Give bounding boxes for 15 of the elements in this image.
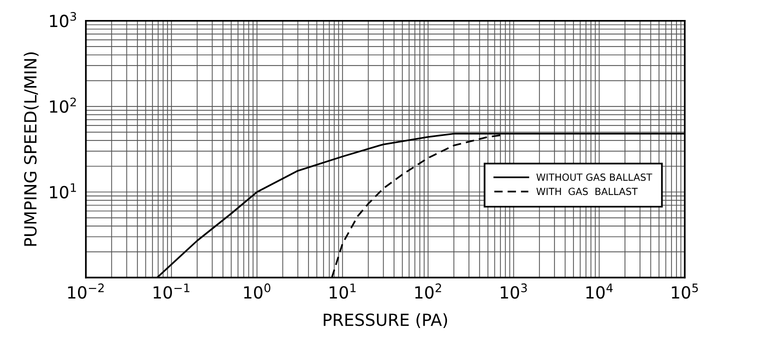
x-tick-label: 10$^{2}$ <box>415 283 442 299</box>
x-tick-label: 10$^{3}$ <box>500 283 527 299</box>
y-tick-label: 10$^{2}$ <box>50 98 76 113</box>
x-tick-label: 10$^{−2}$ <box>68 283 104 299</box>
x-axis-title: PRESSURE (PA) <box>324 313 448 328</box>
y-tick-label: 10$^{3}$ <box>50 12 76 28</box>
x-tick-label: 10$^{5}$ <box>672 284 698 299</box>
legend-label: WITHOUT GAS BALLAST <box>536 173 652 181</box>
y-tick-label: 10$^{1}$ <box>50 183 76 198</box>
y-axis-title: PUMPING SPEED(L/MIN) <box>24 52 39 246</box>
x-tick-label: 10$^{0}$ <box>244 283 270 299</box>
x-tick-label: 10$^{−1}$ <box>154 284 190 299</box>
legend-label: WITH GAS BALLAST <box>536 188 638 196</box>
x-tick-label: 10$^{4}$ <box>586 284 613 299</box>
x-tick-label: 10$^{1}$ <box>330 284 356 299</box>
